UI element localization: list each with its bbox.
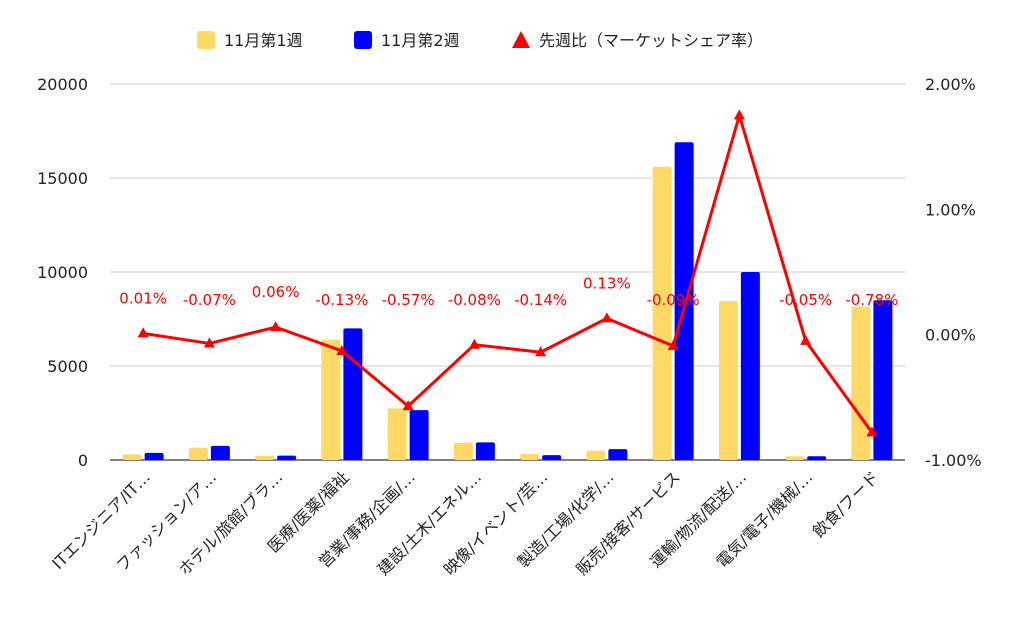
line-point xyxy=(468,338,480,349)
bar-week1 xyxy=(387,408,407,460)
line-data-label: -0.14% xyxy=(514,291,567,309)
legend-label: 11月第1週 xyxy=(224,31,303,50)
bar-week1 xyxy=(520,453,540,460)
line-data-label: 0.13% xyxy=(583,274,631,292)
bar-week2 xyxy=(740,272,760,460)
bar-week2 xyxy=(674,142,694,460)
bar-week1 xyxy=(122,454,142,460)
bar-week1 xyxy=(718,301,738,460)
bar-week1 xyxy=(586,450,606,460)
legend-label: 先週比（マーケットシェア率） xyxy=(539,31,763,50)
x-axis: ITエンジニア/IT…ファッション/ア…ホテル/旅館/ブラ…医療/医薬/福祉営業… xyxy=(48,467,882,579)
bar-week2 xyxy=(277,455,297,460)
line-point xyxy=(203,337,215,348)
line-point xyxy=(733,109,745,120)
line-point xyxy=(402,400,414,411)
line-data-label: -0.09% xyxy=(647,291,700,309)
left-tick-label: 20000 xyxy=(37,75,88,94)
line-data-label: 0.06% xyxy=(252,283,300,301)
line-data-label: -0.05% xyxy=(779,291,832,309)
right-tick-label: 1.00% xyxy=(925,200,976,219)
bar-week1 xyxy=(321,339,341,460)
left-tick-label: 10000 xyxy=(37,263,88,282)
bar-week1 xyxy=(785,456,805,460)
right-tick-label: 0.00% xyxy=(925,326,976,345)
line-point xyxy=(535,346,547,357)
legend-triangle-icon xyxy=(512,31,530,48)
left-tick-label: 5000 xyxy=(47,357,88,376)
share-change-line xyxy=(142,113,874,434)
left-tick-label: 0 xyxy=(78,451,88,470)
line-data-label: -0.07% xyxy=(183,291,236,309)
line-data-label: 0.01% xyxy=(119,289,167,307)
legend-label: 11月第2週 xyxy=(381,31,460,50)
bar-series xyxy=(122,142,893,460)
gridlines xyxy=(110,83,905,461)
right-tick-label: 2.00% xyxy=(925,75,976,94)
bar-week1 xyxy=(255,455,275,460)
line-data-label: -0.08% xyxy=(448,291,501,309)
bar-week1 xyxy=(652,166,672,460)
bar-week2 xyxy=(542,455,562,460)
x-tick-label: 飲食/フード xyxy=(809,467,883,541)
line-series xyxy=(137,109,878,437)
line-point xyxy=(800,334,812,345)
line-data-label: -0.57% xyxy=(382,291,435,309)
bar-week2 xyxy=(873,300,893,460)
line-point xyxy=(667,339,679,350)
right-tick-label: -1.00% xyxy=(925,451,982,470)
right-axis: -1.00% 0.00% 1.00% 2.00% xyxy=(925,75,982,470)
legend-swatch xyxy=(354,31,372,49)
bar-week2 xyxy=(475,442,495,460)
line-data-label: -0.13% xyxy=(315,291,368,309)
bar-week2 xyxy=(144,452,164,460)
line-point xyxy=(601,312,613,323)
legend-swatch xyxy=(197,31,215,49)
line-point xyxy=(336,344,348,355)
left-axis: 0 5000 10000 15000 20000 xyxy=(37,75,88,470)
line-point xyxy=(137,327,149,338)
line-data-label: -0.78% xyxy=(845,291,898,309)
bar-week2 xyxy=(409,410,429,460)
line-point xyxy=(270,321,282,332)
legend: 11月第1週 11月第2週 先週比（マーケットシェア率） xyxy=(197,31,763,50)
bar-week1 xyxy=(188,447,208,460)
bar-week2 xyxy=(210,445,230,460)
bar-week2 xyxy=(343,328,363,460)
bar-week1 xyxy=(453,442,473,460)
line-data-labels: 0.01% -0.07% 0.06% -0.13% -0.57% -0.08% -0.14%… xyxy=(119,274,898,309)
bar-week2 xyxy=(807,456,827,460)
bar-week1 xyxy=(851,306,871,460)
left-tick-label: 15000 xyxy=(37,169,88,188)
bar-week2 xyxy=(608,449,628,460)
line-point xyxy=(866,426,878,437)
